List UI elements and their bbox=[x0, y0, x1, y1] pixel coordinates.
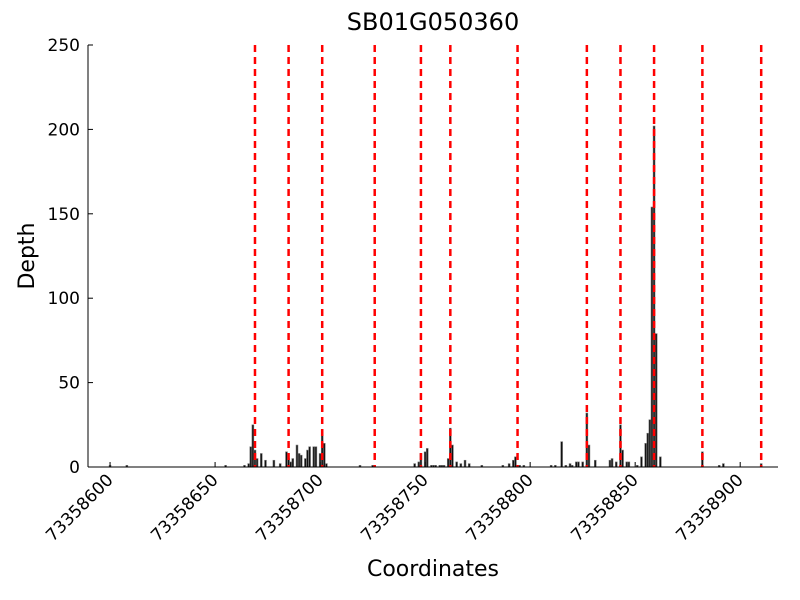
bar bbox=[514, 456, 517, 468]
bar bbox=[306, 449, 309, 468]
bar bbox=[255, 458, 259, 468]
x-tick-label: 73358650 bbox=[147, 470, 222, 545]
bar bbox=[650, 206, 654, 468]
bar bbox=[325, 463, 328, 468]
bar bbox=[278, 463, 282, 468]
y-tick-label: 250 bbox=[48, 36, 80, 56]
bar bbox=[463, 459, 467, 468]
bar bbox=[648, 419, 652, 468]
bar bbox=[304, 458, 307, 468]
bar bbox=[308, 446, 311, 468]
bar bbox=[575, 461, 578, 468]
bar bbox=[644, 443, 647, 468]
x-tick-label: 73358600 bbox=[42, 470, 117, 545]
chart-title: SB01G050360 bbox=[347, 8, 519, 36]
bar bbox=[264, 459, 267, 468]
bar bbox=[625, 461, 629, 468]
bar bbox=[640, 456, 643, 468]
x-tick-label: 73358700 bbox=[252, 470, 327, 545]
x-tick-label: 73358850 bbox=[567, 470, 642, 545]
bar bbox=[289, 461, 292, 468]
bar bbox=[251, 424, 255, 468]
bar bbox=[455, 461, 458, 468]
bar bbox=[285, 451, 288, 468]
x-tick-label: 73358800 bbox=[462, 470, 537, 545]
bar bbox=[560, 441, 563, 468]
bar bbox=[249, 446, 253, 468]
bar bbox=[621, 449, 624, 468]
x-tick-label: 73358900 bbox=[672, 470, 747, 545]
bar bbox=[314, 446, 318, 468]
bar bbox=[425, 448, 429, 468]
bar bbox=[291, 458, 295, 468]
bar bbox=[507, 463, 511, 468]
y-tick-label: 0 bbox=[69, 458, 80, 478]
y-axis-label: Depth bbox=[15, 222, 40, 289]
bar bbox=[260, 453, 263, 468]
bar bbox=[459, 463, 463, 468]
y-tick-label: 100 bbox=[48, 289, 80, 309]
bar bbox=[654, 333, 658, 468]
bar bbox=[417, 461, 421, 468]
bar bbox=[467, 463, 471, 468]
y-tick-label: 200 bbox=[48, 120, 80, 140]
bar bbox=[295, 444, 299, 468]
bar bbox=[512, 459, 515, 468]
bar bbox=[608, 459, 612, 468]
bar bbox=[568, 463, 572, 468]
bar bbox=[722, 463, 725, 468]
bar bbox=[323, 443, 326, 468]
bar bbox=[451, 444, 454, 468]
x-tick-label: 73358750 bbox=[357, 470, 432, 545]
bar bbox=[413, 463, 416, 468]
bar bbox=[299, 454, 303, 468]
bar bbox=[646, 432, 650, 468]
bar bbox=[659, 456, 662, 468]
bar bbox=[446, 458, 450, 468]
bar bbox=[272, 459, 276, 468]
bar bbox=[594, 459, 597, 468]
y-tick-label: 50 bbox=[58, 374, 80, 394]
bar bbox=[615, 461, 618, 468]
bar bbox=[312, 446, 316, 468]
bar bbox=[247, 463, 250, 468]
bar bbox=[610, 458, 614, 468]
bar bbox=[587, 444, 591, 468]
bar bbox=[581, 461, 584, 468]
y-tick-label: 150 bbox=[48, 205, 80, 225]
bar bbox=[297, 453, 301, 468]
x-axis-label: Coordinates bbox=[367, 557, 499, 582]
bar bbox=[577, 461, 580, 468]
bar bbox=[627, 461, 631, 468]
